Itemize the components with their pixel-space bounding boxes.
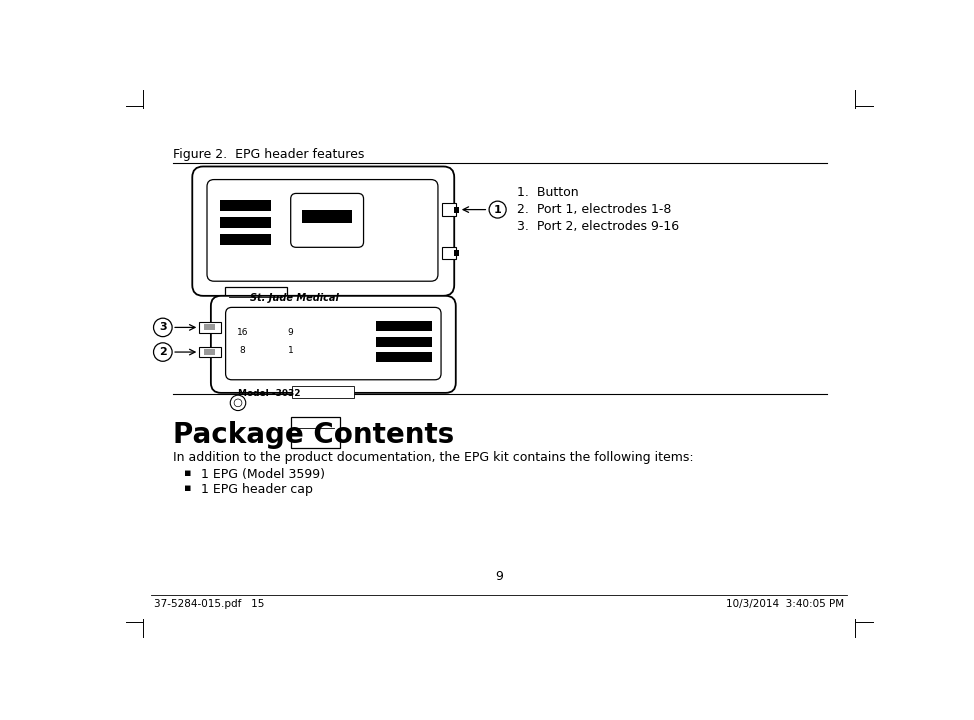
Bar <box>200 322 221 333</box>
Text: St. Jude Medical: St. Jude Medical <box>250 293 339 302</box>
Bar <box>204 349 214 355</box>
Text: 9: 9 <box>495 570 504 582</box>
Text: 3: 3 <box>159 323 167 333</box>
Bar <box>454 250 459 256</box>
Bar <box>376 321 431 331</box>
Text: Model -3032: Model -3032 <box>238 389 301 398</box>
Circle shape <box>154 318 172 337</box>
Bar <box>442 204 456 216</box>
FancyBboxPatch shape <box>290 194 363 248</box>
Bar <box>290 417 340 448</box>
Text: 1.  Button: 1. Button <box>517 186 579 199</box>
Text: Package Contents: Package Contents <box>173 421 454 449</box>
FancyBboxPatch shape <box>211 296 456 393</box>
Bar <box>442 246 456 259</box>
Bar <box>302 210 352 223</box>
FancyBboxPatch shape <box>192 166 454 296</box>
Text: 37-5284-015.pdf   15: 37-5284-015.pdf 15 <box>154 599 265 609</box>
Text: 3.  Port 2, electrodes 9-16: 3. Port 2, electrodes 9-16 <box>517 220 679 233</box>
Bar <box>220 200 271 211</box>
Bar <box>376 337 431 346</box>
Circle shape <box>154 343 172 361</box>
FancyBboxPatch shape <box>226 307 441 379</box>
Bar <box>220 234 271 245</box>
Text: 9: 9 <box>288 328 293 337</box>
Bar <box>442 204 456 216</box>
Bar <box>292 386 355 398</box>
Text: 1: 1 <box>494 204 502 215</box>
Bar <box>442 246 456 259</box>
Text: ▪: ▪ <box>184 467 191 477</box>
Text: 1 EPG header cap: 1 EPG header cap <box>201 483 313 496</box>
Text: 10/3/2014  3:40:05 PM: 10/3/2014 3:40:05 PM <box>726 599 844 609</box>
Text: 1 EPG (Model 3599): 1 EPG (Model 3599) <box>201 467 324 480</box>
Bar <box>376 352 431 362</box>
Circle shape <box>489 201 506 218</box>
Text: 2.  Port 1, electrodes 1-8: 2. Port 1, electrodes 1-8 <box>517 204 671 217</box>
Bar <box>220 217 271 228</box>
Text: In addition to the product documentation, the EPG kit contains the following ite: In addition to the product documentation… <box>173 451 693 464</box>
Bar <box>204 324 214 330</box>
Bar <box>225 287 286 327</box>
Text: 16: 16 <box>237 328 248 337</box>
Text: 2: 2 <box>159 347 167 357</box>
Text: Figure 2.  EPG header features: Figure 2. EPG header features <box>173 148 364 161</box>
Text: ▪: ▪ <box>184 483 191 493</box>
Text: 1: 1 <box>288 346 293 355</box>
Text: 8: 8 <box>240 346 245 355</box>
Circle shape <box>234 399 242 407</box>
Bar <box>200 346 221 357</box>
Circle shape <box>230 395 245 410</box>
Bar <box>454 207 459 212</box>
FancyBboxPatch shape <box>207 179 438 282</box>
